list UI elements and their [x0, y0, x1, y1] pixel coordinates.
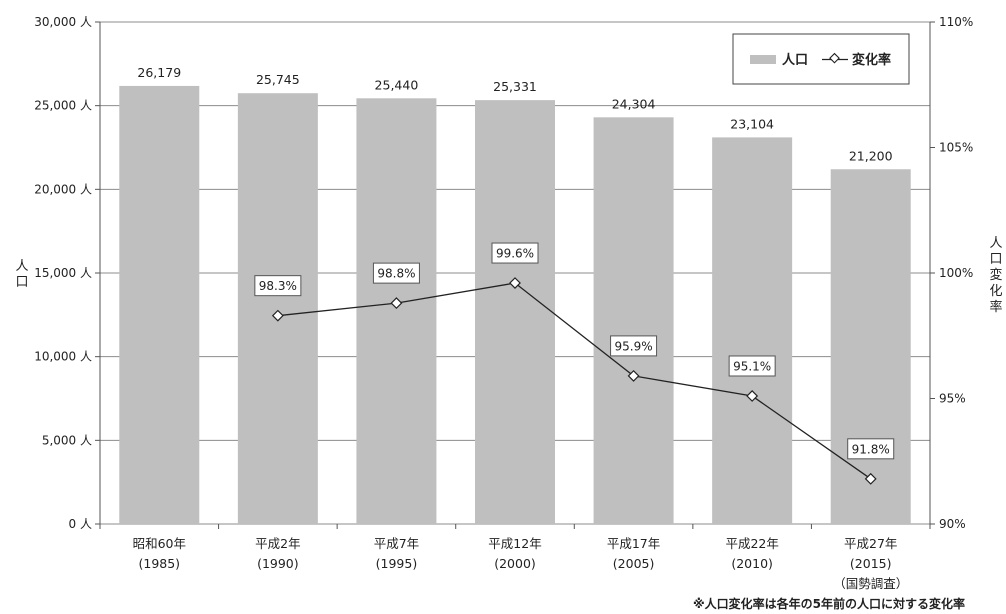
right-tick-label: 100%	[939, 266, 973, 280]
population-bar	[475, 100, 555, 524]
left-tick-label: 0 人	[69, 517, 92, 531]
category-label: 平成7年	[374, 536, 419, 551]
right-tick-label: 90%	[939, 517, 966, 531]
rate-value-label: 99.6%	[496, 247, 534, 261]
category-label: (1995)	[376, 556, 418, 571]
population-value-label: 25,745	[256, 72, 300, 87]
left-tick-label: 30,000 人	[34, 15, 92, 29]
rate-value-label: 98.3%	[259, 279, 297, 293]
rate-value-label: 95.1%	[733, 359, 771, 373]
right-axis-title-char: 変	[989, 267, 1002, 283]
rate-marker	[509, 277, 521, 289]
rate-label-box	[372, 262, 420, 284]
left-tick-label: 20,000 人	[34, 182, 92, 196]
bars	[119, 85, 911, 525]
population-value-label: 25,331	[493, 79, 537, 94]
category-label: 平成27年	[844, 536, 897, 551]
rate-marker	[271, 309, 284, 322]
right-tick-label: 110%	[939, 15, 973, 29]
rate-value-label: 95.9%	[615, 339, 653, 353]
legend-line-marker	[829, 52, 840, 64]
rate-label-box	[728, 355, 776, 377]
category-label: (2005)	[613, 556, 655, 571]
legend-line-label: 変化率	[852, 52, 891, 68]
category-label: (2010)	[731, 556, 773, 571]
category-label: 平成17年	[607, 536, 660, 551]
rate-polyline	[277, 282, 872, 480]
category-label: (2015)	[850, 556, 892, 571]
right-axis-title-char: 口	[989, 252, 1002, 267]
population-bar	[237, 93, 318, 525]
category-label: （国勢調査）	[833, 576, 908, 591]
rate-label-box	[610, 335, 658, 357]
rate-line: 98.3% 98.8% 99.6% 95.9% 95.1% 91.8%	[254, 242, 895, 485]
left-tick-label: 5,000 人	[42, 433, 92, 447]
population-value-label: 21,200	[849, 148, 893, 163]
population-bar	[356, 98, 437, 524]
left-tick-label: 25,000 人	[34, 99, 92, 113]
category-label: 平成2年	[255, 536, 300, 551]
axes: 0 人 5,000 人 10,000 人 15,000 人 20,000 人 25,000…	[34, 15, 973, 591]
category-label: 平成22年	[725, 536, 778, 551]
right-tick-label: 105%	[939, 141, 973, 155]
rate-marker	[390, 297, 403, 310]
right-tick-label: 95%	[939, 392, 966, 406]
data-labels: 26,179 25,745 25,440 25,331 24,304 23,104 21,2…	[137, 65, 892, 163]
right-axis-title-char: 人	[989, 236, 1002, 251]
legend-bar-swatch	[750, 55, 776, 64]
rate-value-label: 91.8%	[852, 442, 890, 456]
category-label: 平成12年	[488, 536, 541, 551]
legend: 人口 変化率	[732, 33, 910, 85]
category-label: (1990)	[257, 556, 299, 571]
population-value-label: 23,104	[730, 116, 774, 131]
left-axis-title: 人口	[15, 259, 28, 290]
category-label: 昭和60年	[133, 536, 186, 551]
population-bar	[119, 85, 200, 525]
left-tick-label: 15,000 人	[34, 266, 92, 280]
category-label: (1985)	[138, 556, 180, 571]
population-bar	[830, 169, 911, 524]
population-bar	[712, 137, 793, 524]
category-label: (2000)	[494, 556, 536, 571]
population-value-label: 24,304	[612, 96, 656, 111]
rate-marker	[864, 472, 877, 485]
population-value-label: 26,179	[137, 65, 181, 80]
rate-label-box	[491, 242, 539, 264]
rate-label-box	[254, 275, 302, 297]
population-bar	[593, 117, 674, 525]
legend-bar-label: 人口	[782, 52, 808, 68]
right-axis-title-char: 率	[989, 299, 1002, 315]
population-value-label: 25,440	[375, 77, 419, 92]
left-tick-label: 10,000 人	[34, 350, 92, 364]
rate-marker	[746, 390, 759, 402]
rate-marker	[627, 369, 640, 382]
right-axis-title-char: 化	[989, 284, 1002, 299]
rate-label-box	[847, 438, 895, 460]
rate-value-label: 98.8%	[377, 267, 415, 281]
right-axis-title: 人口変化率	[989, 236, 1002, 315]
footnote: ※人口変化率は各年の5年前の人口に対する変化率	[693, 596, 965, 611]
